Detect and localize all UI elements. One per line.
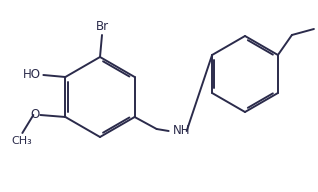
Text: HO: HO [23,69,41,81]
Text: O: O [30,108,39,122]
Text: NH: NH [173,123,190,137]
Text: Br: Br [95,20,108,33]
Text: CH₃: CH₃ [11,136,32,146]
